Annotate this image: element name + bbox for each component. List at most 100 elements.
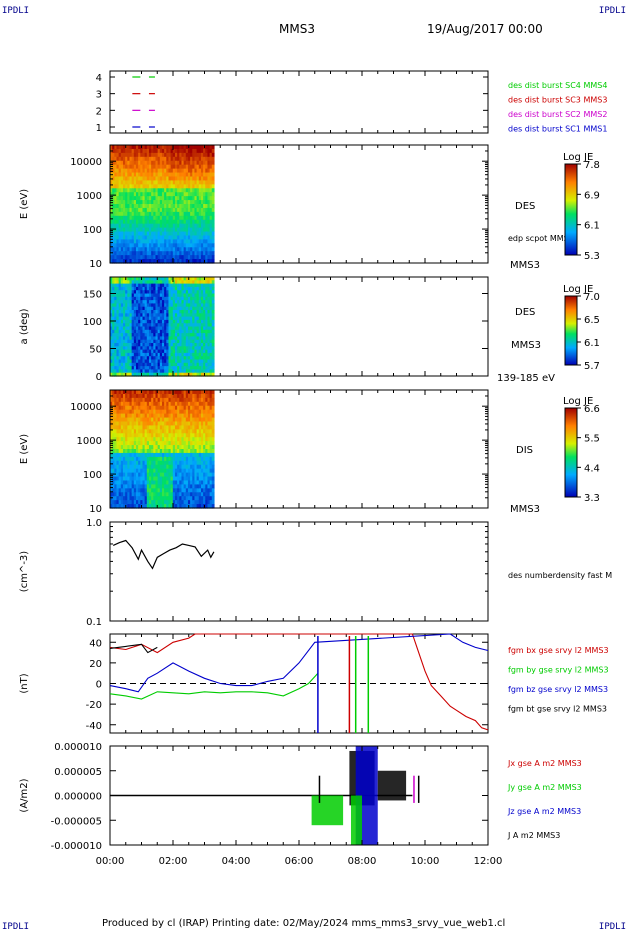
heatmap-cell [190,176,193,181]
heatmap-cell [159,219,163,225]
heatmap-cell [142,393,146,399]
heatmap-cell [118,188,122,193]
heatmap-cell [129,286,133,291]
heatmap-cell [205,460,209,466]
heatmap-cell [138,316,141,321]
y-tick-label: 0.000000 [54,792,102,803]
panel-label: MMS3 [510,504,540,515]
heatmap-cell [190,480,193,485]
heatmap-cell [138,468,141,474]
heatmap-cell [138,333,141,337]
heatmap-cell [112,468,115,474]
heatmap-cell [155,296,159,301]
heatmap-cell [153,336,157,341]
heatmap-cell [125,223,128,229]
heatmap-cell [118,215,122,221]
heatmap-cell [205,326,209,331]
heatmap-cell [166,449,170,454]
heatmap-cell [153,339,157,344]
heatmap-cell [196,417,200,423]
heatmap-cell [192,300,196,304]
heatmap-cell [168,488,172,493]
heatmap-cell [174,247,178,252]
heatmap-cell [164,243,167,248]
heatmap-cell [172,349,176,354]
heatmap-cell [127,484,131,489]
heatmap-cell [205,323,209,328]
heatmap-cell [110,192,113,197]
heatmap-cell [151,476,154,482]
heatmap-cell [183,445,187,450]
heatmap-cell [164,196,167,201]
heatmap-cell [112,286,115,291]
heatmap-cell [125,184,128,189]
heatmap-cell [187,421,191,426]
heatmap-cell [155,339,159,344]
heatmap-cell [166,227,170,233]
heatmap-cell [211,500,215,505]
heatmap-cell [170,293,174,298]
heatmap-cell [133,319,137,324]
heatmap-cell [151,356,154,361]
heatmap-cell [200,156,204,162]
heatmap-cell [157,152,161,158]
heatmap-cell [127,184,131,189]
heatmap-cell [144,429,148,434]
heatmap-cell [114,359,118,364]
heatmap-cell [194,145,198,150]
heatmap-cell [159,464,163,470]
heatmap-cell [151,184,154,189]
heatmap-cell [192,452,196,458]
heatmap-cell [148,247,152,252]
heatmap-cell [205,283,209,288]
heatmap-cell [122,188,126,193]
heatmap-cell [118,425,122,430]
heatmap-cell [168,356,172,361]
heatmap-cell [153,306,157,311]
heatmap-cell [151,397,154,403]
heatmap-cell [159,349,163,354]
heatmap-cell [194,366,198,370]
heatmap-cell [190,207,193,213]
heatmap-cell [181,180,185,185]
heatmap-cell [120,313,124,318]
heatmap-cell [179,319,183,324]
heatmap-cell [138,286,141,291]
heatmap-cell [148,480,152,485]
heatmap-cell [194,255,198,260]
heatmap-cell [183,259,187,264]
heatmap-cell [112,200,115,205]
heatmap-cell [142,152,146,158]
heatmap-cell [172,339,176,344]
heatmap-cell [157,488,161,493]
heatmap-cell [190,401,193,407]
heatmap-cell [120,445,124,450]
heatmap-cell [125,235,128,240]
heatmap-cell [168,280,172,285]
heatmap-cell [129,219,133,225]
heatmap-cell [203,303,206,308]
heatmap-cell [133,393,137,399]
heatmap-cell [196,445,200,450]
heatmap-cell [168,303,172,308]
heatmap-cell [194,333,198,337]
heatmap-cell [198,310,202,314]
heatmap-cell [153,343,157,347]
heatmap-cell [161,329,165,334]
heatmap-cell [118,300,122,304]
heatmap-cell [144,393,148,399]
heatmap-cell [129,356,133,361]
heatmap-cell [168,316,172,321]
heatmap-cell [190,492,193,497]
heatmap-cell [135,329,139,334]
heatmap-cell [183,172,187,178]
heatmap-cell [146,184,150,189]
heatmap-cell [198,283,202,288]
heatmap-cell [166,352,170,357]
heatmap-cell [129,417,133,423]
heatmap-cell [116,192,120,197]
heatmap-cell [174,251,178,256]
heatmap-cell [211,452,215,458]
heatmap-cell [120,243,124,248]
heatmap-cell [172,369,176,374]
